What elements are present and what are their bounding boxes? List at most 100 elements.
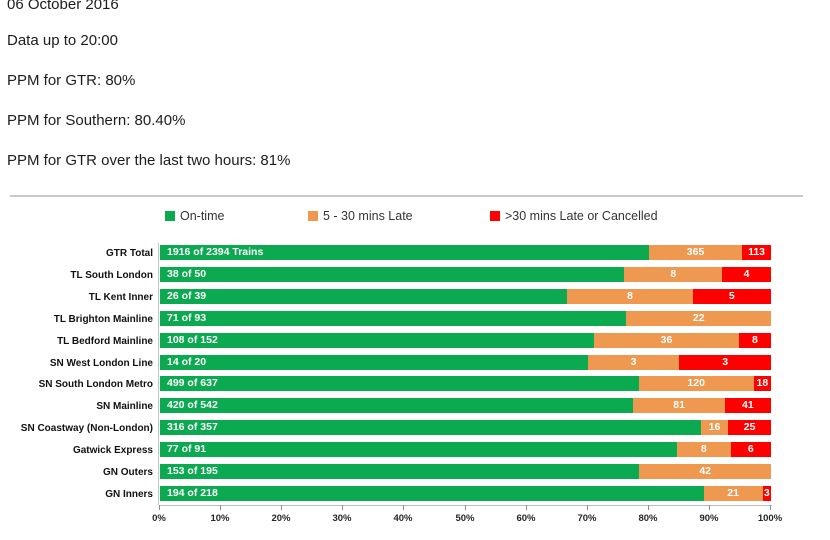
bar-value-label: 81 <box>673 399 685 411</box>
bar-value-label: 71 of 93 <box>167 312 207 324</box>
x-axis-tick <box>587 505 588 510</box>
bar-value-label: 77 of 91 <box>167 443 207 455</box>
ppm-gtr-2h-line: PPM for GTR over the last two hours: 81% <box>7 152 291 169</box>
bar-value-label: 5 <box>728 290 735 302</box>
x-axis-tick-label: 0% <box>152 513 166 524</box>
category-label: SN South London Metro <box>38 379 153 390</box>
bar-segment-cancelled: 3 <box>762 486 771 501</box>
bar-row: 108 of 152 36 8 <box>160 333 771 348</box>
x-axis-tick-label: 60% <box>516 513 536 524</box>
bar-segment-cancelled: 18 <box>753 376 771 391</box>
bar-segment-cancelled: 25 <box>728 420 771 435</box>
bar-segment-ontime: 1916 of 2394 Trains <box>160 245 649 260</box>
bar-segment-late: 21 <box>703 486 763 501</box>
bar-value-label: 8 <box>670 268 677 280</box>
bar-value-label: 1916 of 2394 Trains <box>167 246 264 258</box>
bar-value-label: 153 of 195 <box>167 465 218 477</box>
bar-value-label: 8 <box>700 443 707 455</box>
ppm-gtr-line: PPM for GTR: 80% <box>7 72 136 89</box>
bar-value-label: 8 <box>751 334 758 346</box>
bar-value-label: 36 <box>660 334 673 346</box>
bar-value-label: 21 <box>727 487 739 499</box>
bar-segment-cancelled: 5 <box>692 289 771 304</box>
x-axis-tick-label: 70% <box>577 513 597 524</box>
bar-value-label: 25 <box>743 421 756 433</box>
x-axis-tick <box>770 505 771 510</box>
bar-row: 420 of 542 81 41 <box>160 398 771 413</box>
bar-segment-ontime: 108 of 152 <box>160 333 595 348</box>
category-label: TL South London <box>70 270 153 281</box>
bar-row: 77 of 91 8 6 <box>160 442 771 457</box>
bar-segment-late: 8 <box>624 267 723 282</box>
bar-segment-ontime: 77 of 91 <box>160 442 677 457</box>
report-date: 06 October 2016 <box>7 0 119 13</box>
x-axis-tick <box>159 505 160 510</box>
category-label: SN West London Line <box>49 358 153 369</box>
x-axis-tick <box>465 505 466 510</box>
bar-value-label: 3 <box>763 487 770 499</box>
bar-segment-ontime: 38 of 50 <box>160 267 625 282</box>
bar-row: 153 of 195 42 <box>160 464 771 479</box>
bar-value-label: 22 <box>692 312 705 324</box>
bar-value-label: 18 <box>756 377 769 389</box>
bar-value-label: 3 <box>722 356 729 368</box>
bar-value-label: 194 of 218 <box>167 487 218 499</box>
category-label: TL Kent Inner <box>88 292 153 303</box>
legend-swatch-cancelled-icon <box>490 211 500 221</box>
bar-value-label: 42 <box>699 465 712 477</box>
bar-value-label: 365 <box>686 246 705 258</box>
bar-value-label: 499 of 637 <box>167 377 218 389</box>
category-label: TL Bedford Mainline <box>57 336 153 347</box>
bar-value-label: 26 of 39 <box>167 290 207 302</box>
bar-segment-late: 120 <box>638 376 754 391</box>
bar-segment-late: 81 <box>633 398 725 413</box>
data-up-to-line: Data up to 20:00 <box>7 32 118 49</box>
bar-row: 499 of 637 120 18 <box>160 376 771 391</box>
bar-segment-ontime: 316 of 357 <box>160 420 701 435</box>
bar-segment-cancelled: 6 <box>730 442 771 457</box>
category-label: SN Coastway (Non-London) <box>20 423 153 434</box>
legend-label: >30 mins Late or Cancelled <box>505 209 658 223</box>
bar-row: 1916 of 2394 Trains 365 113 <box>160 245 771 260</box>
bar-segment-late: 42 <box>639 464 771 479</box>
legend-swatch-late-icon <box>308 211 318 221</box>
bar-segment-late: 365 <box>649 245 743 260</box>
x-axis-tick <box>403 505 404 510</box>
bar-value-label: 420 of 542 <box>167 399 218 411</box>
bar-segment-ontime: 26 of 39 <box>160 289 568 304</box>
plot-area: 1916 of 2394 Trains 365 113 38 of 50 8 4 26 of… <box>160 245 771 505</box>
bar-value-label: 8 <box>627 290 633 302</box>
x-axis-tick-label: 80% <box>638 513 658 524</box>
legend-item-late: 5 - 30 mins Late <box>308 209 413 223</box>
x-axis-tick <box>281 505 282 510</box>
bar-row: 14 of 20 3 3 <box>160 355 771 370</box>
legend-label: On-time <box>180 209 225 223</box>
bar-value-label: 316 of 357 <box>167 421 218 433</box>
category-label: TL Brighton Mainline <box>53 314 153 325</box>
x-axis-tick-label: 40% <box>393 513 413 524</box>
legend-item-cancelled: >30 mins Late or Cancelled <box>490 209 658 223</box>
bar-segment-ontime: 499 of 637 <box>160 376 639 391</box>
x-axis-tick <box>648 505 649 510</box>
bar-segment-late: 16 <box>700 420 729 435</box>
bar-row: 26 of 39 8 5 <box>160 289 771 304</box>
x-axis-tick-label: 20% <box>271 513 291 524</box>
bar-row: 71 of 93 22 <box>160 311 771 326</box>
bar-segment-cancelled: 8 <box>738 333 771 348</box>
bar-value-label: 41 <box>742 399 754 411</box>
x-axis-tick <box>709 505 710 510</box>
x-axis-tick <box>342 505 343 510</box>
chart-top-border <box>10 195 803 197</box>
bar-value-label: 38 of 50 <box>167 268 207 280</box>
bar-value-label: 14 of 20 <box>167 356 207 368</box>
legend-swatch-ontime-icon <box>165 211 175 221</box>
bar-row: 38 of 50 8 4 <box>160 267 771 282</box>
x-axis-tick <box>526 505 527 510</box>
category-axis: GTR Total TL South London TL Kent Inner TL … <box>0 245 153 505</box>
x-axis: 0% 10% 20% 30% 40% 50% 60% 70% 80% 90% 100% <box>152 505 782 535</box>
bar-row: 316 of 357 16 25 <box>160 420 771 435</box>
bar-segment-ontime: 194 of 218 <box>160 486 704 501</box>
ppm-southern-line: PPM for Southern: 80.40% <box>7 112 186 129</box>
bar-segment-late: 3 <box>587 355 680 370</box>
bar-segment-ontime: 153 of 195 <box>160 464 640 479</box>
